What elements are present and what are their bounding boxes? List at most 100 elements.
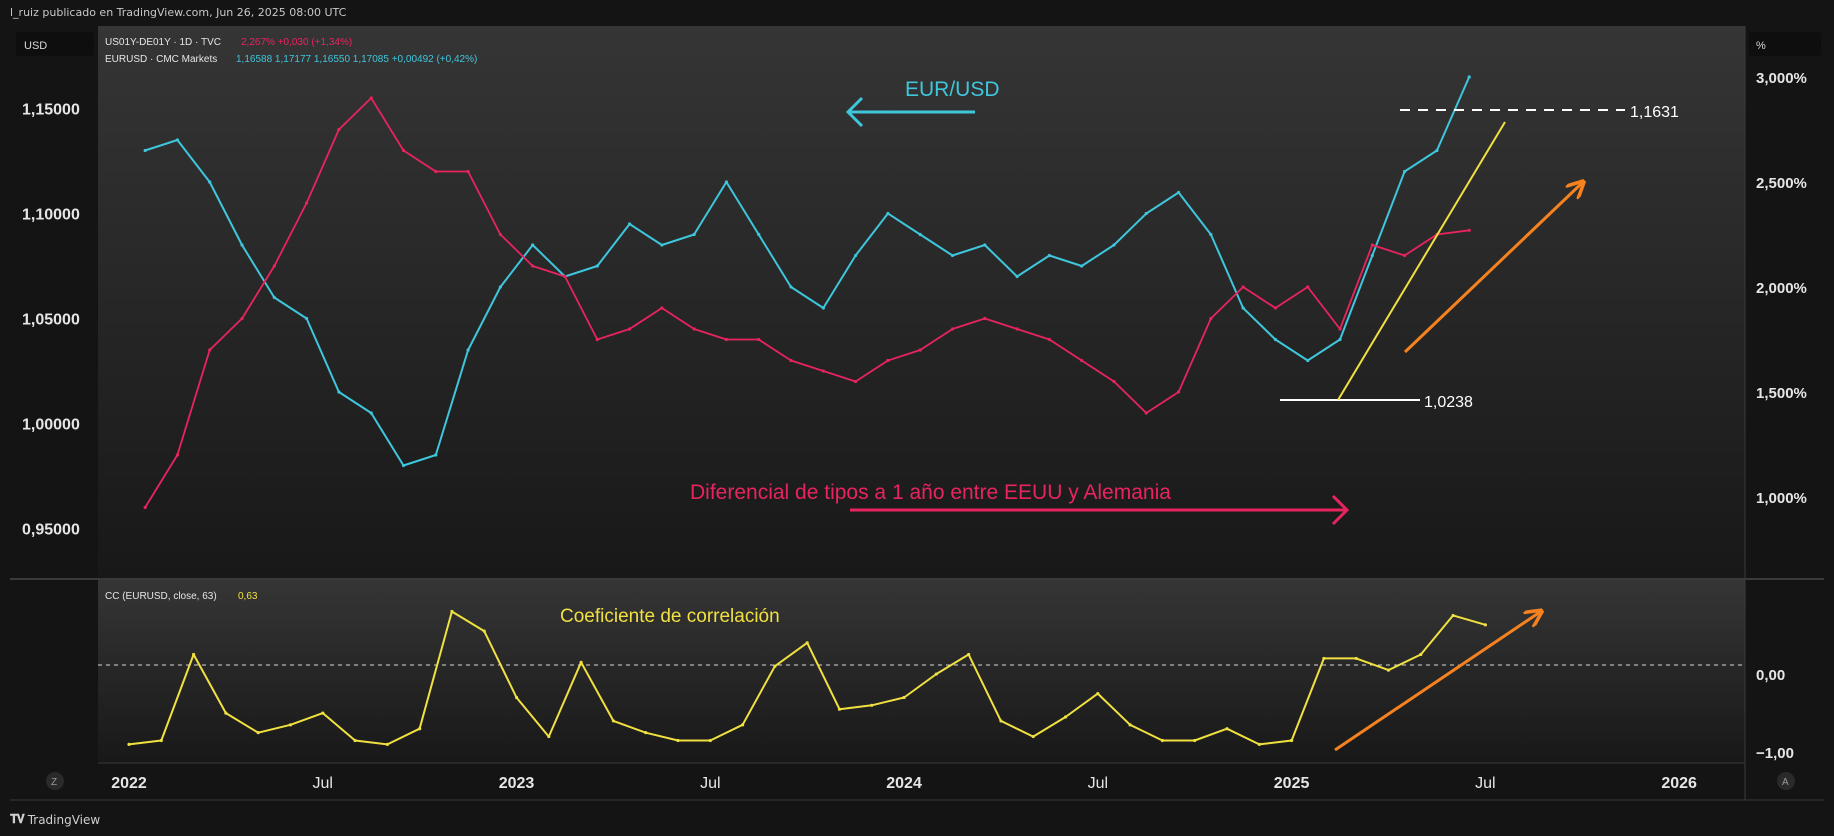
x-tick-label: 2024	[886, 775, 922, 792]
cc-point	[1031, 734, 1035, 739]
legend-cc[interactable]: CC (EURUSD, close, 63) 0,63	[105, 591, 258, 602]
cc-point	[740, 723, 745, 727]
legend-eurusd-name: EURUSD · CMC Markets	[105, 54, 217, 65]
spread-point	[724, 337, 729, 342]
left-tick-label: 0,95000	[22, 522, 80, 539]
cc-point	[1128, 723, 1132, 727]
a-button[interactable]: A	[1777, 772, 1795, 790]
eurusd-point	[918, 232, 922, 237]
left-tick-label: 1,00000	[22, 417, 80, 434]
eurusd-point	[272, 295, 276, 300]
spread-point	[369, 96, 373, 100]
cc-point	[1160, 738, 1165, 743]
spread-point	[1306, 285, 1310, 289]
spread-point	[563, 274, 567, 279]
cc-point	[450, 609, 454, 614]
cc-point	[1322, 656, 1326, 661]
cc-point	[967, 652, 971, 657]
eurusd-point	[1015, 274, 1019, 279]
low-level-label: 1,0238	[1424, 394, 1473, 411]
eurusd-point	[143, 148, 147, 153]
spread-point	[757, 337, 761, 342]
cc-point	[676, 738, 680, 743]
x-tick-label: Jul	[1475, 775, 1495, 792]
eurusd-point	[401, 463, 406, 468]
spread-point	[240, 316, 244, 321]
spread-point	[1370, 243, 1374, 247]
eurusd-point	[595, 264, 599, 268]
cc-point	[1257, 742, 1261, 746]
cc-point	[902, 695, 906, 700]
spread-point	[983, 316, 987, 321]
eurusd-point	[1209, 232, 1213, 237]
eurusd-point	[1306, 358, 1310, 363]
eurusd-point	[724, 180, 729, 184]
cc-point	[1419, 652, 1423, 657]
a-button-label: A	[1782, 777, 1789, 788]
spread-point	[660, 306, 664, 310]
cc-point	[159, 738, 163, 743]
cc-point	[611, 719, 616, 723]
right-tick-label: 3,000%	[1756, 70, 1807, 87]
eurusd-point	[369, 411, 373, 415]
eurusd-point	[337, 390, 341, 394]
legend-spread-name: US01Y-DE01Y · 1D · TVC	[105, 37, 221, 48]
cc-point	[708, 738, 712, 743]
eurusd-point	[1338, 337, 1342, 342]
cc-point	[385, 742, 389, 746]
cc-pane-bg	[98, 580, 1745, 763]
cc-tick-label: −1,00	[1756, 745, 1794, 762]
eurusd-point	[854, 253, 858, 258]
x-tick-label: 2023	[499, 775, 535, 792]
cc-point	[805, 641, 809, 645]
cc-point	[547, 734, 551, 739]
cc-point	[934, 672, 938, 676]
spread-point	[886, 358, 890, 363]
percent-button[interactable]: %	[1749, 32, 1821, 56]
spread-point	[175, 453, 180, 457]
spread-point	[466, 169, 470, 174]
eurusd-point	[627, 222, 632, 226]
currency-button[interactable]: USD	[16, 32, 94, 56]
legend-eurusd-values: 1,16588 1,17177 1,16550 1,17085 +0,00492…	[236, 54, 477, 65]
cc-point	[191, 652, 196, 657]
eurusd-point	[1080, 264, 1084, 268]
eurusd-point	[466, 348, 470, 352]
eurusd-point	[983, 243, 987, 247]
cc-point	[514, 695, 519, 700]
eurusd-point	[1403, 169, 1407, 174]
cc-point	[1451, 613, 1455, 618]
currency-button-label: USD	[24, 40, 47, 52]
legend-eurusd[interactable]: EURUSD · CMC Markets 1,16588 1,17177 1,1…	[105, 54, 477, 65]
legend-spread[interactable]: US01Y-DE01Y · 1D · TVC 2,267% +0,030 (+1…	[105, 37, 352, 48]
cc-point	[1289, 738, 1294, 743]
cc-point	[288, 723, 293, 727]
cc-point	[1354, 656, 1358, 661]
spread-point	[272, 264, 276, 268]
cc-tick-label: 0,00	[1756, 667, 1785, 684]
cc-point	[256, 731, 260, 735]
eurusd-point	[305, 316, 309, 321]
eurusd-point	[531, 243, 535, 247]
spread-point	[950, 327, 955, 331]
left-axis: 1,15000 1,10000 1,05000 1,00000 0,95000	[22, 102, 80, 539]
spread-point	[498, 232, 502, 237]
spread-point	[337, 127, 341, 132]
support-trendline	[1337, 121, 1506, 401]
z-button[interactable]: Z	[46, 772, 64, 790]
cc-point	[773, 664, 777, 668]
cc-point	[1386, 668, 1391, 672]
spread-label: Diferencial de tipos a 1 año entre EEUU …	[690, 481, 1171, 504]
cc-point	[837, 707, 842, 711]
cc-point	[224, 711, 228, 715]
high-level-label: 1,1631	[1630, 104, 1679, 121]
spread-point	[434, 169, 438, 174]
eurusd-point	[208, 180, 212, 184]
x-tick-label: 2025	[1274, 775, 1310, 792]
eurusd-point	[1273, 337, 1278, 342]
x-tick-label: Jul	[313, 775, 333, 792]
right-tick-label: 1,500%	[1756, 385, 1807, 402]
spread-point	[627, 327, 632, 331]
orange-arrow-cc	[1334, 612, 1540, 752]
